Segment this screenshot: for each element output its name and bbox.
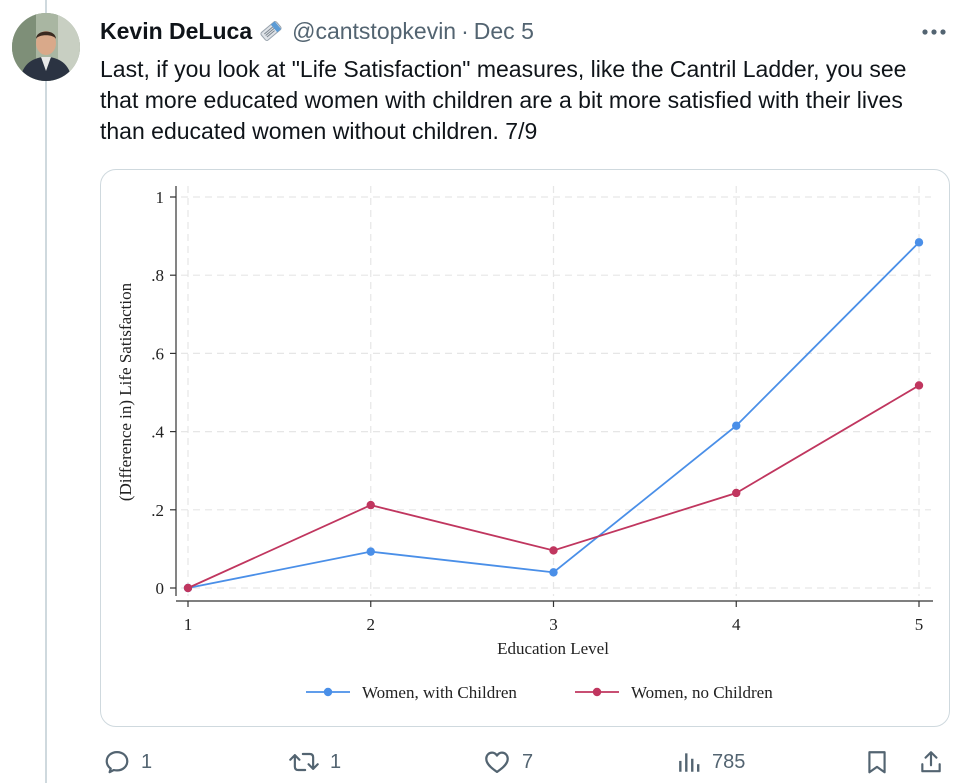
y-tick-label: .2	[151, 501, 164, 520]
y-tick-label: .6	[151, 344, 164, 363]
legend-label: Women, with Children	[362, 683, 517, 702]
reply-icon	[105, 750, 129, 774]
views-button[interactable]: 785	[676, 744, 745, 780]
author-handle[interactable]: @cantstopkevin	[292, 17, 457, 44]
share-button[interactable]	[918, 744, 944, 780]
data-point	[732, 488, 741, 498]
heart-icon	[485, 751, 509, 774]
retweet-icon	[289, 752, 319, 772]
reply-count: 1	[141, 750, 153, 773]
data-point	[549, 568, 558, 577]
avatar[interactable]	[12, 13, 80, 81]
share-icon	[921, 751, 941, 773]
like-count: 7	[522, 750, 534, 773]
y-tick-label: .8	[151, 266, 164, 285]
x-tick-label: 4	[732, 615, 741, 634]
data-point	[914, 381, 924, 390]
data-point	[366, 547, 375, 556]
retweet-button[interactable]: 1	[288, 744, 341, 780]
x-tick-label: 3	[549, 615, 558, 634]
bookmark-icon	[868, 751, 886, 774]
header-separator: ·	[461, 17, 469, 44]
tweet-header: Kevin DeLuca @cantstopkevin · Dec 5	[100, 15, 534, 47]
x-axis-label: Education Level	[497, 639, 609, 658]
thread-line	[45, 0, 47, 783]
chart-image[interactable]: 0 .2 .4 .6 .8 1 1 2 3 4 5 Education Level (Differenc…	[100, 169, 950, 727]
view-count: 785	[712, 750, 746, 773]
newspaper-emoji-icon	[258, 18, 284, 44]
legend-marker	[323, 687, 333, 697]
legend-label: Women, no Children	[631, 683, 773, 702]
y-tick-label: .4	[151, 423, 164, 442]
tweet-text: Last, if you look at "Life Satisfaction"…	[100, 56, 907, 144]
analytics-icon	[679, 753, 700, 772]
bookmark-button[interactable]	[864, 744, 890, 780]
data-point	[914, 238, 924, 247]
more-options-icon[interactable]	[918, 20, 950, 44]
author-name[interactable]: Kevin DeLuca	[100, 17, 253, 44]
x-tick-label: 5	[915, 615, 924, 634]
x-tick-label: 2	[367, 615, 376, 634]
legend-marker	[592, 687, 602, 697]
y-tick-label: 1	[156, 188, 165, 207]
reply-button[interactable]: 1	[103, 744, 152, 780]
data-point	[183, 583, 193, 593]
x-tick-label: 1	[184, 615, 193, 634]
retweet-count: 1	[330, 750, 342, 773]
data-point	[732, 421, 741, 430]
action-bar: 1 1 7 785	[0, 744, 966, 780]
line-chart: 0 .2 .4 .6 .8 1 1 2 3 4 5 Education Level (Differenc…	[116, 186, 933, 702]
like-button[interactable]: 7	[482, 744, 533, 780]
y-tick-label: 0	[156, 579, 165, 598]
data-point	[549, 546, 558, 555]
data-point	[366, 500, 375, 510]
avatar-photo	[12, 13, 80, 81]
y-axis-label: (Difference in) Life Satisfaction	[116, 282, 135, 501]
tweet-date[interactable]: Dec 5	[473, 17, 534, 44]
